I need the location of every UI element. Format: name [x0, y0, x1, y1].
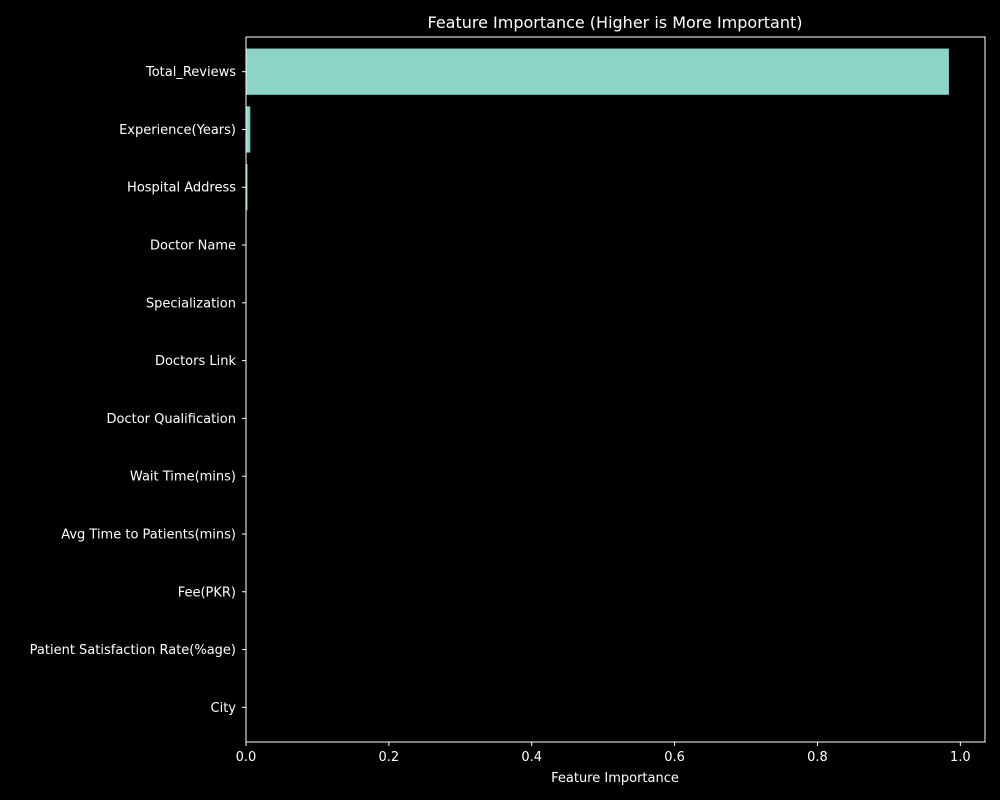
category-label: Total_Reviews [145, 65, 236, 80]
bar-experience-years [246, 106, 251, 153]
category-label: Avg Time to Patients(mins) [61, 527, 236, 542]
bar-hospital-address [246, 164, 248, 211]
chart-title: Feature Importance (Higher is More Impor… [427, 13, 802, 32]
category-label: Patient Satisfaction Rate(%age) [30, 643, 236, 658]
category-labels: Total_Reviews Experience(Years) Hospital A… [30, 65, 246, 716]
x-axis-label: Feature Importance [551, 771, 679, 786]
category-label: Doctors Link [155, 354, 237, 369]
bars-layer [246, 48, 949, 211]
plot-frame [245, 36, 986, 743]
x-tick-label: 0.8 [807, 750, 828, 765]
x-tick-label: 0.0 [236, 750, 257, 765]
category-label: Wait Time(mins) [130, 470, 236, 485]
x-tick-label: 0.4 [521, 750, 542, 765]
category-label: Hospital Address [127, 181, 236, 196]
category-label: Doctor Qualification [106, 412, 236, 427]
category-label: Experience(Years) [119, 123, 236, 138]
axes-layer [245, 36, 986, 743]
x-tick-labels: 0.0 0.2 0.4 0.6 0.8 1.0 [236, 742, 971, 765]
category-label: Fee(PKR) [178, 585, 236, 600]
category-label: Specialization [146, 296, 236, 311]
category-label: City [211, 701, 237, 716]
x-tick-label: 0.6 [664, 750, 685, 765]
x-tick-label: 0.2 [379, 750, 400, 765]
bar-total-reviews [246, 48, 949, 95]
x-tick-label: 1.0 [950, 750, 971, 765]
category-label: Doctor Name [150, 239, 236, 254]
